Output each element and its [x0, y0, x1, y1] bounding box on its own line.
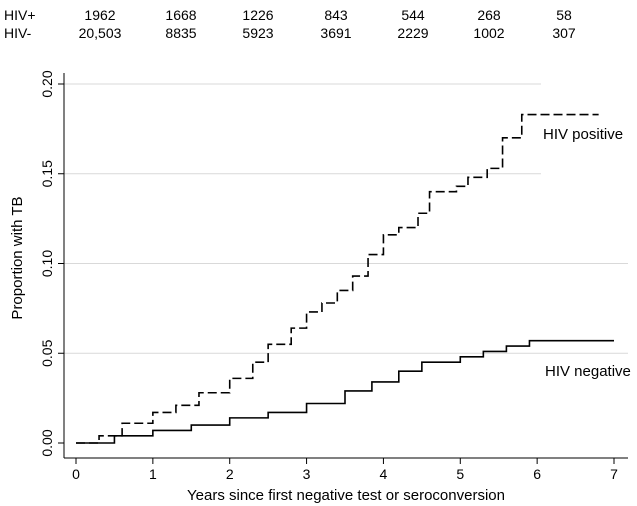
risk-row-label: HIV-	[4, 25, 32, 41]
gridlines	[64, 83, 628, 354]
y-tick-label: 0.00	[39, 429, 55, 456]
risk-count: 1226	[242, 7, 273, 23]
x-tick-label: 5	[456, 466, 464, 482]
y-tick-label: 0.10	[39, 250, 55, 277]
risk-count: 1002	[473, 25, 504, 41]
risk-count: 8835	[165, 25, 196, 41]
x-tick-label: 6	[533, 466, 541, 482]
y-tick-label: 0.20	[39, 70, 55, 97]
risk-count: 843	[324, 7, 348, 23]
risk-count: 307	[552, 25, 576, 41]
risk-count: 3691	[320, 25, 351, 41]
risk-count: 58	[556, 7, 572, 23]
axes: 0.00 0.05 0.10 0.15 0.20 0 1 2 3 4 5 6 7	[39, 70, 628, 482]
annotation-layer: HIV positive HIV negative	[543, 126, 631, 380]
risk-count: 20,503	[79, 25, 122, 41]
hiv-positive-curve	[76, 113, 599, 444]
x-tick-label: 4	[380, 466, 388, 482]
x-tick-label: 0	[72, 466, 80, 482]
risk-count: 544	[401, 7, 425, 23]
y-tick-label: 0.05	[39, 339, 55, 366]
hiv-negative-curve	[76, 339, 614, 444]
risk-count: 268	[477, 7, 501, 23]
y-tick-label: 0.15	[39, 160, 55, 187]
annotation-label: HIV positive	[543, 126, 623, 143]
x-tick-label: 3	[303, 466, 311, 482]
risk-count: 2229	[397, 25, 428, 41]
risk-row-label: HIV+	[4, 7, 36, 23]
risk-count: 1668	[165, 7, 196, 23]
risk-count: 5923	[242, 25, 273, 41]
y-axis-label: Proportion with TB	[9, 196, 26, 319]
number-at-risk-table: HIV+ 1962 1668 1226 843 544 268 58 HIV- 20,503 883…	[4, 7, 576, 41]
annotation-label: HIV negative	[545, 363, 631, 380]
risk-count: 1962	[84, 7, 115, 23]
x-tick-label: 1	[149, 466, 157, 482]
x-axis-label: Years since first negative test or seroc…	[187, 487, 505, 504]
x-tick-label: 7	[610, 466, 618, 482]
x-tick-label: 2	[226, 466, 234, 482]
series-layer	[76, 113, 614, 444]
